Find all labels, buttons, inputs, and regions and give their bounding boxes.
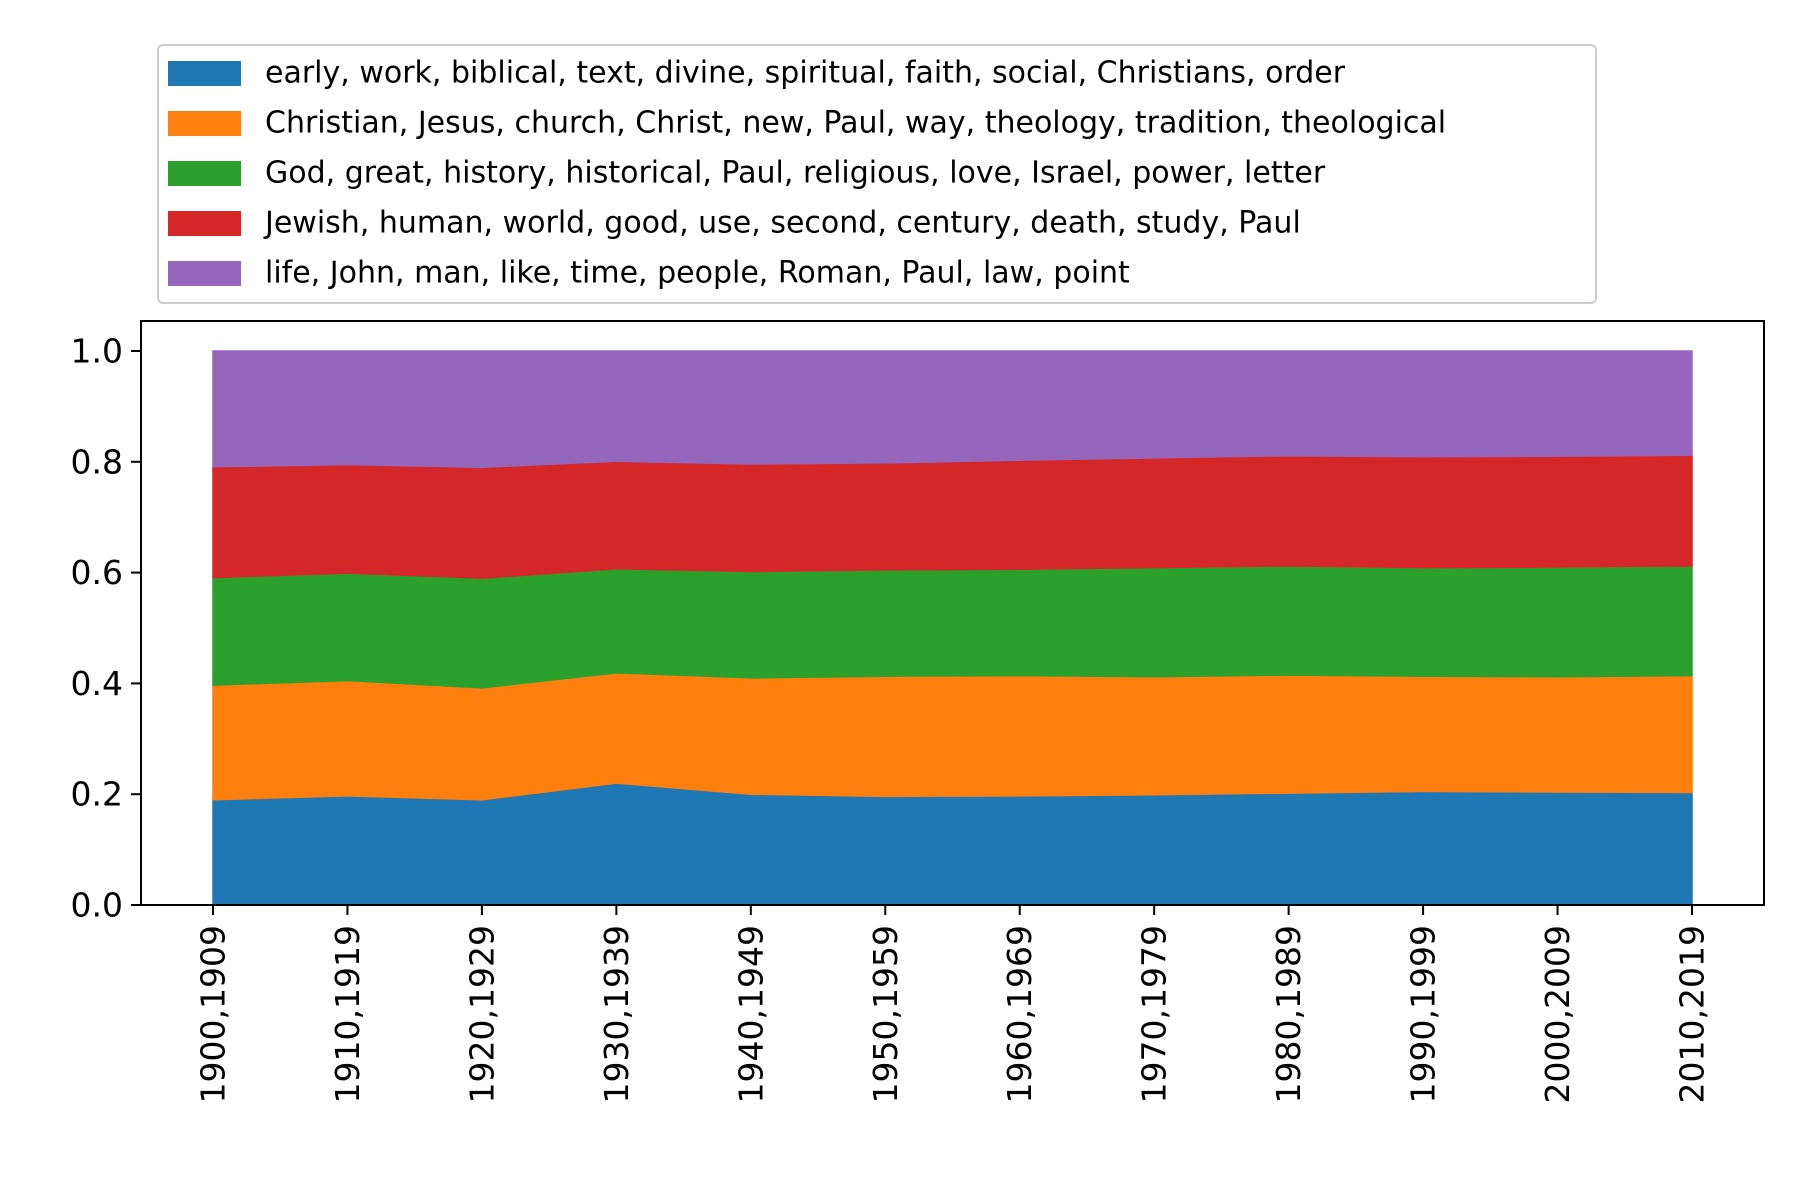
- legend-label-2: Christian, Jesus, church, Christ, new, P…: [265, 106, 1446, 141]
- series-area-5: [212, 350, 1693, 469]
- x-tick-label: 1940,1949: [731, 925, 770, 1103]
- legend-label-4: Jewish, human, world, good, use, second,…: [263, 206, 1301, 241]
- x-tick-label: 1960,1969: [1000, 925, 1039, 1103]
- legend-label-5: life, John, man, like, time, people, Rom…: [265, 256, 1130, 291]
- axes-layer: 0.0 0.2 0.4 0.6 0.8 1.0 1900,1909 1910,1919 1920…: [71, 320, 1765, 1103]
- legend-label-1: early, work, biblical, text, divine, spi…: [265, 56, 1346, 91]
- x-tick-label: 1910,1919: [328, 925, 367, 1103]
- x-tick-label: 1920,1929: [462, 925, 501, 1103]
- series-area-4: [212, 454, 1693, 579]
- x-tick-label: 1900,1909: [194, 925, 233, 1103]
- y-tick-label: 0.0: [71, 886, 123, 925]
- legend-swatch-2: [168, 111, 241, 136]
- y-tick-label: 0.8: [71, 442, 123, 481]
- x-tick-label: 2010,2019: [1673, 925, 1712, 1103]
- y-tick-label: 0.2: [71, 775, 123, 814]
- x-tick-label: 1980,1989: [1269, 925, 1308, 1103]
- plot-frame: [140, 320, 1765, 906]
- series-area-1: [212, 782, 1693, 906]
- x-tick-label: 1990,1999: [1404, 925, 1443, 1103]
- x-tick-label: 1970,1979: [1135, 925, 1174, 1103]
- series-area-2: [212, 672, 1693, 801]
- x-tick-label: 2000,2009: [1538, 925, 1577, 1103]
- legend-frame: [157, 44, 1597, 304]
- legend: early, work, biblical, text, divine, spi…: [157, 44, 1597, 304]
- legend-label-3: God, great, history, historical, Paul, r…: [265, 156, 1326, 191]
- x-tick-label: 1930,1939: [597, 925, 636, 1103]
- y-tick-label: 0.4: [71, 664, 123, 703]
- legend-swatch-5: [168, 261, 241, 286]
- x-tick-label: 1950,1959: [866, 925, 905, 1103]
- legend-swatch-4: [168, 211, 241, 236]
- legend-swatch-3: [168, 161, 241, 186]
- series-area-3: [212, 565, 1693, 689]
- areas-layer: [212, 350, 1693, 906]
- legend-swatch-1: [168, 61, 241, 86]
- y-tick-label: 0.6: [71, 553, 123, 592]
- y-tick-label: 1.0: [71, 332, 123, 371]
